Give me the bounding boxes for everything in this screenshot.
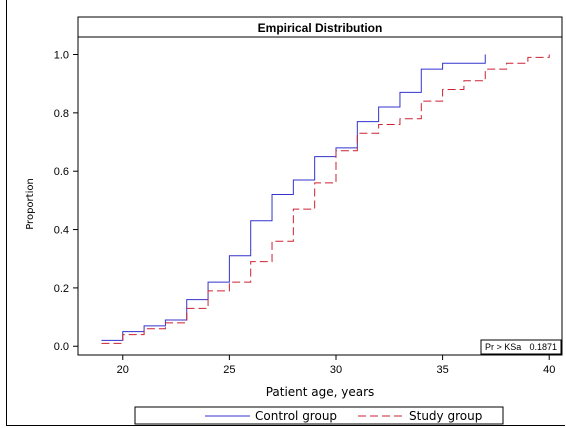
y-tick-label: 0.2 xyxy=(54,283,69,295)
chart-title: Empirical Distribution xyxy=(258,21,383,35)
legend-box xyxy=(134,406,504,425)
series-control-line xyxy=(101,54,486,341)
stat-box-border xyxy=(480,339,562,355)
x-tick-label: 30 xyxy=(330,364,342,376)
x-axis-label: Patient age, years xyxy=(266,385,375,399)
legend: Control group Study group xyxy=(134,406,504,425)
legend-label-study: Study group xyxy=(409,409,482,423)
legend-label-control: Control group xyxy=(255,409,337,423)
y-tick-label: 0.8 xyxy=(54,108,69,120)
y-axis-label: Proportion xyxy=(25,178,36,230)
series-study-line xyxy=(101,54,550,344)
x-tick-label: 20 xyxy=(117,364,129,376)
y-tick-label: 0.0 xyxy=(54,341,69,353)
y-tick-label: 0.4 xyxy=(54,225,69,237)
x-tick-label: 35 xyxy=(436,364,448,376)
axis-ticks: 20 25 30 35 40 0.0 0.2 0.4 0.6 0.8 1.0 xyxy=(54,50,556,376)
x-tick-label: 40 xyxy=(543,364,555,376)
chart-frame xyxy=(6,0,565,426)
y-tick-label: 0.6 xyxy=(54,166,69,178)
stat-label: Pr > KSa xyxy=(485,342,521,352)
series-layer xyxy=(101,54,550,344)
stat-box: Pr > KSa 0.1871 xyxy=(480,339,562,355)
x-tick-label: 25 xyxy=(223,364,235,376)
y-tick-label: 1.0 xyxy=(54,50,69,62)
stat-value: 0.1871 xyxy=(529,342,557,352)
plot-area-border xyxy=(77,16,563,356)
